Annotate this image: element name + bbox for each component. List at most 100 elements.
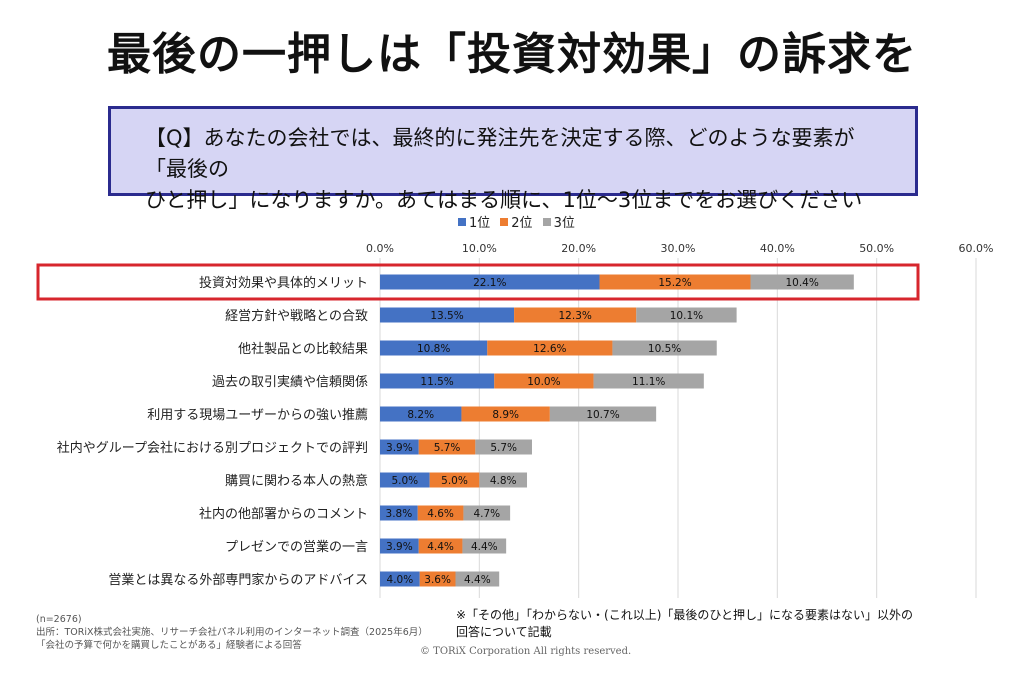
bar-segment (380, 538, 419, 554)
data-label: 10.0% (527, 376, 560, 388)
bar-segment (612, 340, 717, 356)
data-label: 4.4% (427, 541, 454, 553)
bar-segment (463, 505, 511, 521)
highlight-box (36, 263, 920, 301)
data-label: 5.7% (434, 442, 461, 454)
bar-segment (380, 340, 488, 356)
bar-segment (380, 274, 600, 290)
data-label: 8.9% (492, 409, 519, 421)
bar-segment (429, 472, 480, 488)
bar-segment (380, 373, 495, 389)
bar-segment (380, 439, 419, 455)
data-label: 10.5% (648, 343, 681, 355)
bar-segment (487, 340, 613, 356)
data-label: 3.6% (424, 574, 451, 586)
sample-size: (n=2676) (36, 614, 82, 625)
data-label: 5.0% (391, 475, 418, 487)
bar-segment (418, 538, 463, 554)
data-label: 4.4% (471, 541, 498, 553)
bar-segment (599, 274, 751, 290)
data-label: 5.0% (441, 475, 468, 487)
legend-item-rank2: 2位 (500, 212, 533, 231)
bar-segment (514, 307, 637, 323)
bar-segment (750, 274, 854, 290)
legend-item-rank3: 3位 (542, 212, 575, 231)
x-tick-label: 60.0% (959, 242, 994, 255)
category-label: 購買に関わる本人の熱意 (225, 473, 368, 489)
data-label: 22.1% (473, 277, 506, 289)
respondent-line: 「会社の予算で何かを購買したことがある」経験者による回答 (36, 640, 302, 651)
question-line-2: ひと押し」になりますか。あてはまる順に、1位～3位までをお選びください (145, 188, 863, 212)
data-label: 11.5% (420, 376, 453, 388)
source-line: 出所：TORiX株式会社実施、リサーチ会社パネル利用のインターネット調査（202… (36, 627, 428, 638)
bar-segment (593, 373, 704, 389)
category-label: プレゼンでの営業の一言 (225, 539, 368, 555)
bar-segment (417, 505, 464, 521)
data-label: 10.4% (785, 277, 818, 289)
x-tick-label: 10.0% (462, 242, 497, 255)
bar-segment (419, 571, 456, 587)
data-label: 8.2% (407, 409, 434, 421)
category-label: 他社製品との比較結果 (238, 341, 368, 357)
category-label: 利用する現場ユーザーからの強い推薦 (147, 408, 368, 423)
question-line-1: 【Q】あなたの会社では、最終的に発注先を決定する際、どのような要素が「最後の (145, 126, 855, 181)
bar-segment (549, 406, 657, 422)
answer-note-line-2: 回答について記載 (456, 625, 552, 639)
chart-legend: 1位 2位 3位 (458, 212, 575, 231)
data-label: 13.5% (430, 310, 463, 322)
bar-segment (380, 571, 420, 587)
legend-swatch-rank1 (458, 217, 466, 226)
bar-segment (494, 373, 594, 389)
copyright-text: © TORiX Corporation All rights reserved. (420, 646, 632, 657)
source-footnote: (n=2676) 出所：TORiX株式会社実施、リサーチ会社パネル利用のインター… (36, 613, 428, 652)
data-label: 15.2% (658, 277, 691, 289)
bar-segment (455, 571, 500, 587)
data-label: 4.7% (473, 508, 500, 520)
data-label: 5.7% (490, 442, 517, 454)
category-label: 社内やグループ会社における別プロジェクトでの評判 (57, 440, 368, 456)
data-label: 4.4% (464, 574, 491, 586)
data-label: 12.3% (559, 310, 592, 322)
data-label: 3.8% (386, 508, 413, 520)
answer-note-line-1: ※「その他」「わからない・(これ以上)「最後のひと押し」になる要素はない」以外の (456, 608, 914, 622)
answer-note: ※「その他」「わからない・(これ以上)「最後のひと押し」になる要素はない」以外の… (456, 607, 913, 641)
data-label: 10.8% (417, 343, 450, 355)
x-tick-label: 20.0% (561, 242, 596, 255)
bar-segment (380, 472, 430, 488)
bar-segment (475, 439, 532, 455)
category-label: 社内の他部署からのコメント (199, 506, 368, 522)
legend-label-rank1: 1位 (469, 216, 491, 231)
legend-label-rank2: 2位 (511, 216, 533, 231)
bar-segment (380, 307, 515, 323)
data-label: 3.9% (386, 541, 413, 553)
question-box: 【Q】あなたの会社では、最終的に発注先を決定する際、どのような要素が「最後の ひ… (108, 106, 918, 212)
data-label: 4.6% (427, 508, 454, 520)
bar-segment (418, 439, 476, 455)
legend-swatch-rank3 (542, 217, 551, 226)
data-label: 11.1% (632, 376, 665, 388)
bar-segment (636, 307, 737, 323)
data-label: 10.1% (670, 310, 703, 322)
bar-segment (479, 472, 528, 488)
data-label: 3.9% (386, 442, 413, 454)
x-tick-label: 40.0% (760, 242, 795, 255)
legend-swatch-rank2 (500, 217, 509, 226)
data-label: 4.8% (490, 475, 517, 487)
category-label: 経営方針や戦略との合致 (225, 308, 368, 324)
category-label: 投資対効果や具体的メリット (199, 275, 368, 291)
page-title: 最後の一押しは「投資対効果」の訴求を (107, 29, 917, 80)
x-tick-label: 50.0% (859, 242, 894, 255)
data-label: 4.0% (387, 574, 414, 586)
category-label: 営業とは異なる外部専門家からのアドバイス (108, 572, 368, 588)
legend-item-rank1: 1位 (458, 212, 490, 231)
category-label: 過去の取引実績や信頼関係 (212, 374, 368, 390)
bar-segment (462, 538, 507, 554)
data-label: 12.6% (533, 343, 566, 355)
x-tick-label: 30.0% (661, 242, 696, 255)
bar-segment (380, 406, 462, 422)
bar-segment (461, 406, 550, 422)
data-label: 10.7% (586, 409, 619, 421)
x-tick-label: 0.0% (366, 242, 394, 255)
bar-segment (380, 505, 418, 521)
